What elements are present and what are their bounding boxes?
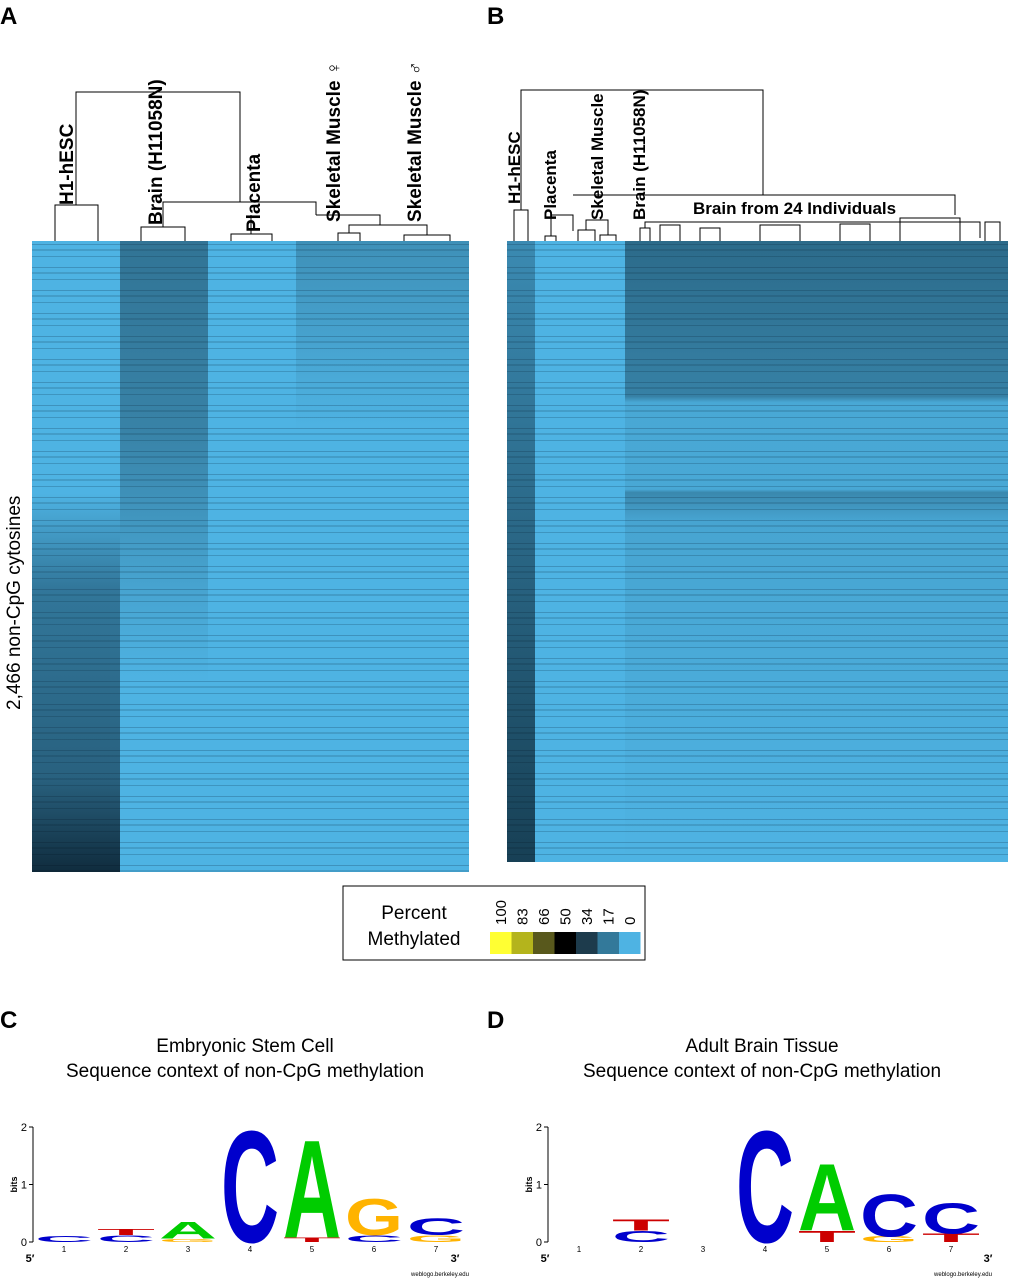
x-tick-label: 7 [434,1245,439,1254]
legend-swatch [576,932,598,954]
panel-letter: C [0,1007,17,1034]
end-label: 3′ [984,1253,993,1265]
legend-label: 0 [622,917,639,925]
x-tick-label: 5 [825,1245,830,1254]
dendrogram-a [54,91,451,241]
sample-label: Skeletal Muscle ♂ [405,61,426,222]
x-tick-label: 2 [124,1245,129,1254]
x-tick-label: 6 [887,1245,892,1254]
legend-swatch [554,932,576,954]
legend-swatch [619,932,641,954]
x-tick-label: 3 [186,1245,191,1254]
logo-title: Adult Brain Tissue [685,1036,838,1057]
legend-swatch [511,932,533,954]
logo-letter: A [159,1217,217,1244]
logo-letter: T [283,1236,341,1243]
x-tick-label: 6 [372,1245,377,1254]
logo-letter: C [407,1214,465,1241]
sample-label: Skeletal Muscle [588,93,607,220]
logo-letter: C [736,1098,794,1277]
y-tick-label: 2 [536,1122,542,1134]
sample-label: Brain (H11058N) [146,79,167,225]
sample-label: Brain (H11058N) [630,90,649,220]
end-label: 5′ [541,1253,550,1265]
logo-letter: G [159,1238,217,1243]
sample-label: Placenta [244,153,265,232]
logo-title: Embryonic Stem Cell [156,1036,333,1057]
logo-letter: C [860,1182,918,1249]
legend-label: 17 [601,908,618,925]
logo-letter: C [345,1234,403,1245]
legend-title: Percent [381,903,447,924]
x-tick-label: 1 [577,1245,582,1254]
x-tick-label: 2 [639,1245,644,1254]
x-tick-label: 3 [701,1245,706,1254]
logo-letter: C [97,1234,155,1245]
x-tick-label: 7 [949,1245,954,1254]
logo-letter: C [35,1235,93,1244]
logo-letter: A [283,1111,341,1267]
legend-label: 66 [536,908,553,925]
legend-label: 50 [558,908,575,925]
logo-letter: C [221,1098,279,1277]
sample-label: H1-hESC [505,131,524,204]
y-label: bits [9,1176,19,1192]
y-label: bits [524,1176,534,1192]
y-tick-label: 1 [536,1180,542,1192]
y-tick-label: 0 [536,1237,542,1249]
sample-label: Placenta [541,150,560,220]
logo-letter: G [407,1234,465,1245]
x-tick-label: 4 [763,1245,768,1254]
legend-title: Methylated [368,929,461,950]
legend-label: 34 [579,908,596,925]
logo-letter: C [612,1228,670,1246]
logo-letter: T [612,1216,670,1234]
legend-label: 83 [515,908,532,925]
logo-title: Sequence context of non-CpG methylation [66,1061,424,1082]
sample-label: H1-hESC [57,123,78,205]
panel-letter: D [487,1007,504,1034]
panel-letter: B [487,3,504,30]
logo-title: Sequence context of non-CpG methylation [583,1061,941,1082]
heatmap-b [507,241,1008,862]
credit: weblogo.berkeley.edu [410,1272,469,1278]
x-tick-label: 4 [248,1245,253,1254]
y-tick-label: 0 [21,1237,27,1249]
dendrogram-b [513,89,1001,241]
logo-letter: T [922,1231,980,1244]
y-label: 2,466 non-CpG cytosines [4,496,25,710]
end-label: 5′ [26,1253,35,1265]
logo-letter: T [798,1228,856,1246]
legend-swatch [490,932,512,954]
heatmap-a [32,241,469,872]
panel-letter: A [0,3,17,30]
sample-label: Skeletal Muscle ♀ [324,61,345,222]
logo-letter: G [345,1188,403,1246]
credit: weblogo.berkeley.edu [933,1272,992,1278]
x-tick-label: 5 [310,1245,315,1254]
y-tick-label: 1 [21,1180,27,1192]
logo-letter: C [922,1194,980,1243]
legend-label: 100 [493,900,510,925]
legend-box [342,885,646,961]
legend-swatch [597,932,619,954]
legend-swatch [533,932,555,954]
logo-letter: T [97,1228,155,1237]
logo-letter: A [798,1143,856,1251]
group-label: Brain from 24 Individuals [693,199,896,218]
logo-letter: G [860,1235,918,1244]
x-tick-label: 1 [62,1245,67,1254]
end-label: 3′ [451,1253,460,1265]
y-tick-label: 2 [21,1122,27,1134]
